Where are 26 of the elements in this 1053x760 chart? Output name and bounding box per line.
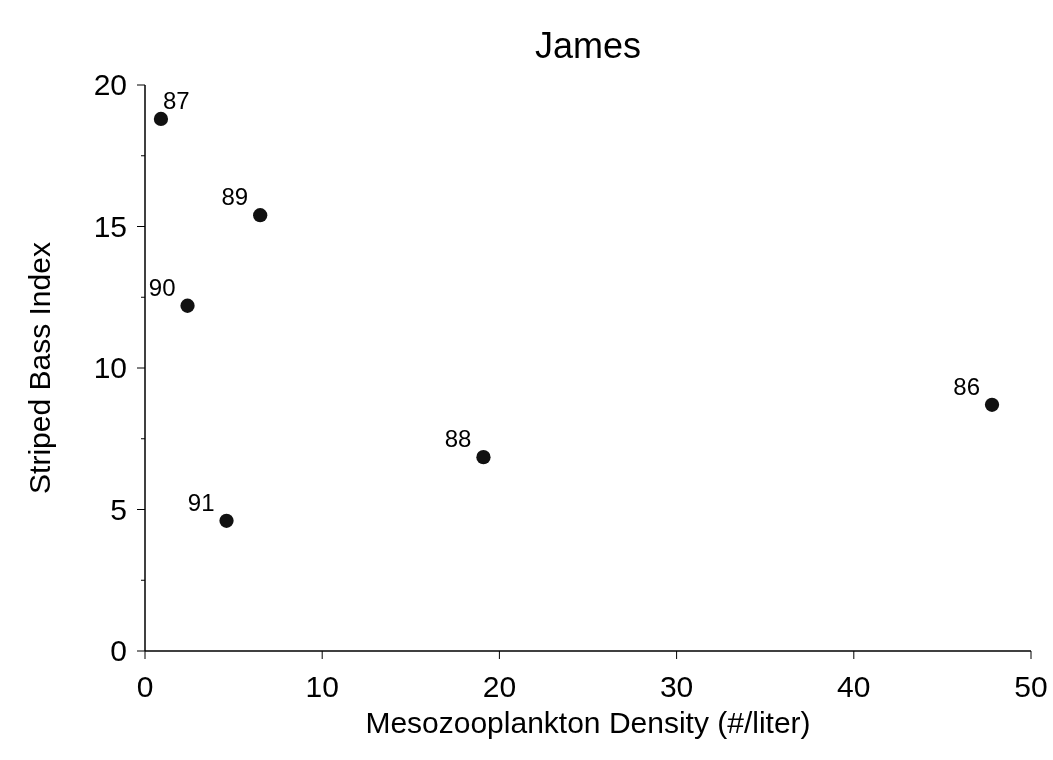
x-axis-title: Mesozooplankton Density (#/liter) xyxy=(365,706,811,739)
y-axis-title: Striped Bass Index xyxy=(23,242,56,494)
y-tick-label: 15 xyxy=(93,209,127,243)
chart-title: James xyxy=(534,25,642,66)
y-tick-label: 0 xyxy=(110,634,127,667)
y-tick-label: 20 xyxy=(93,68,127,101)
annotation: 90 xyxy=(148,273,176,301)
x-tick-label: 50 xyxy=(1014,670,1048,703)
point xyxy=(984,397,1000,412)
x-tick-label: 0 xyxy=(136,670,154,703)
point xyxy=(153,111,169,127)
annotation: 86 xyxy=(953,372,981,400)
y-tick-label: 5 xyxy=(110,492,127,526)
point xyxy=(253,208,268,223)
point xyxy=(476,450,491,465)
x-tick-label: 20 xyxy=(482,670,517,703)
annotation: 88 xyxy=(444,425,472,453)
x-tick-label: 40 xyxy=(837,670,871,703)
x-tick-label: 30 xyxy=(659,670,694,703)
point xyxy=(219,513,234,528)
annotation: 87 xyxy=(162,86,190,114)
x-tick-label: 10 xyxy=(305,670,339,703)
point xyxy=(180,298,195,313)
y-tick-label: 10 xyxy=(93,351,127,384)
annotation: 89 xyxy=(221,183,249,211)
annotation: 91 xyxy=(187,488,215,516)
